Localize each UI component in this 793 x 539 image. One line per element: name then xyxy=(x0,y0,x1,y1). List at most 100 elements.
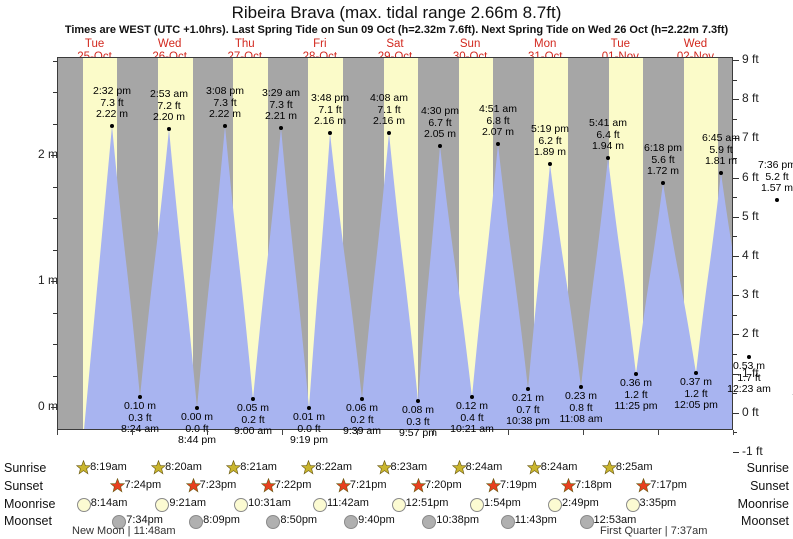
high-tide-time: 7:36 pm xyxy=(758,159,793,171)
sunrise-star-icon xyxy=(226,459,242,475)
sunset-star-icon xyxy=(410,477,427,493)
sunrise-time: 8:19am xyxy=(90,461,127,473)
y-tick-mark-right xyxy=(733,256,739,257)
low-tide-time: 11:08 am xyxy=(559,413,603,425)
y-tick-right: 9 ft xyxy=(742,52,759,66)
low-tide-time: 9:57 pm xyxy=(399,427,437,439)
moonset-time: 10:38pm xyxy=(436,514,480,526)
moonrise-time: 10:31am xyxy=(248,497,291,509)
y-minor-tick-left xyxy=(53,407,57,408)
low-tide-marker xyxy=(470,395,474,399)
low-tide-m: 0.12 m xyxy=(455,400,489,412)
high-tide-marker xyxy=(387,131,391,135)
high-tide-m: 1.94 m xyxy=(591,140,625,152)
sunrise-time: 8:22am xyxy=(315,461,353,473)
low-tide-m: 0.05 m xyxy=(236,402,270,414)
moonrise-icon xyxy=(470,498,485,512)
high-tide-label: 4:51 am 6.8 ft 2.07 m xyxy=(460,103,536,139)
low-tide-m: 0.00 m xyxy=(180,411,214,423)
row-label-sunrise: Sunrise xyxy=(4,461,47,475)
day-of-week: Sat xyxy=(386,38,404,50)
moonrise-icon xyxy=(312,498,327,512)
moonrise-time: 9:21am xyxy=(169,497,207,509)
low-tide-marker xyxy=(694,371,698,375)
y-minor-tick-right xyxy=(733,236,737,238)
y-tick-right: 5 ft xyxy=(742,208,759,223)
sunrise-star-icon xyxy=(150,459,167,475)
y-minor-tick-left xyxy=(53,60,57,62)
x-tick xyxy=(432,430,434,435)
high-tide-time: 6:45 am xyxy=(702,132,740,144)
low-tide-label: 0.01 m 0.0 ft 9:19 pm xyxy=(271,411,347,447)
y-tick-mark-right xyxy=(733,99,739,101)
y-tick-mark-right xyxy=(733,295,739,297)
sunset-star-icon xyxy=(260,477,276,493)
low-tide-time: 1:18 pm xyxy=(773,386,793,399)
high-tide-time: 6:18 pm xyxy=(644,142,682,154)
high-tide-time: 4:51 am xyxy=(479,103,517,115)
row-label-moonrise: Moonrise xyxy=(737,497,789,511)
moonrise-time: 12:51pm xyxy=(405,497,449,509)
low-tide-label: 0.23 m 0.8 ft 11:08 am xyxy=(543,390,619,426)
high-tide-time: 5:19 pm xyxy=(531,123,569,135)
low-tide-ft: 1.2 ft xyxy=(624,388,648,401)
low-tide-label: 0.12 m 0.4 ft 10:21 am xyxy=(434,400,510,436)
moonrise-icon xyxy=(548,498,563,512)
high-tide-label: 6:45 am 5.9 ft 1.81 m xyxy=(683,132,759,168)
low-tide-marker xyxy=(579,385,583,389)
low-tide-m: 0.08 m xyxy=(401,404,435,416)
high-tide-marker xyxy=(167,127,171,131)
y-minor-tick-left xyxy=(53,92,57,93)
y-tick-left: 2 m xyxy=(37,147,58,161)
moon-phase-time: 7:37am xyxy=(670,525,708,537)
moon-phase-name: New Moon xyxy=(72,525,125,537)
y-tick-left: 1 m xyxy=(37,273,58,287)
low-tide-ft: 0.2 ft xyxy=(350,413,374,426)
high-tide-marker xyxy=(328,131,332,135)
y-minor-tick-left xyxy=(53,218,57,219)
low-tide-ft: 1.6 ft xyxy=(773,376,793,388)
moonset-time: 12:53am xyxy=(593,514,637,526)
y-minor-tick-right xyxy=(733,354,737,355)
moonset-icon xyxy=(112,515,127,529)
high-tide-m: 1.72 m xyxy=(646,165,680,177)
high-tide-label: 2:32 pm 7.3 ft 2.22 m xyxy=(74,85,150,121)
high-tide-m: 2.05 m xyxy=(423,128,457,140)
y-tick-mark-right xyxy=(733,177,739,179)
low-tide-time: 8:44 pm xyxy=(178,434,216,446)
sunset-time: 7:23pm xyxy=(199,479,237,491)
low-tide-time: 9:19 pm xyxy=(290,434,328,446)
high-tide-label: 5:19 pm 6.2 ft 1.89 m xyxy=(512,123,588,159)
tide-curve xyxy=(84,126,733,430)
high-tide-marker xyxy=(548,162,552,166)
low-tide-label: 0.00 m 0.0 ft 8:44 pm xyxy=(159,411,235,447)
sunset-star-icon xyxy=(185,477,201,493)
y-tick-right: 1 ft xyxy=(742,365,759,380)
low-tide-ft: 0.4 ft xyxy=(460,411,484,424)
low-tide-ft: 0.7 ft xyxy=(516,403,540,416)
high-tide-time: 3:48 pm xyxy=(311,92,349,104)
high-tide-label: 3:08 pm 7.3 ft 2.22 m xyxy=(187,85,263,121)
sunrise-time: 8:25am xyxy=(615,461,653,473)
y-minor-tick-left xyxy=(53,123,57,125)
day-of-week: Wed xyxy=(157,38,182,50)
y-tick-right: -1 ft xyxy=(742,444,763,458)
moon-phase-caption: First Quarter | 7:37am xyxy=(600,525,707,537)
high-tide-m: 2.16 m xyxy=(372,115,406,127)
moonset-time: 7:34pm xyxy=(126,514,163,526)
high-tide-label: 6:18 pm 5.6 ft 1.72 m xyxy=(625,142,701,178)
high-tide-time: 3:29 am xyxy=(262,87,300,99)
high-tide-label: 2:53 am 7.2 ft 2.20 m xyxy=(131,88,207,124)
y-tick-right: 0 ft xyxy=(742,404,759,419)
sunset-time: 7:17pm xyxy=(650,479,687,491)
sunset-time: 7:18pm xyxy=(575,479,612,491)
y-minor-tick-right xyxy=(733,158,737,159)
moonset-time: 8:50pm xyxy=(280,514,318,526)
moon-phase-time: 11:48am xyxy=(133,525,176,537)
y-tick-mark-right xyxy=(733,216,739,218)
high-tide-ft: 7.1 ft xyxy=(377,103,401,116)
low-tide-label: 0.21 m 0.7 ft 10:38 pm xyxy=(490,392,566,428)
moonrise-time: 2:49pm xyxy=(562,497,599,509)
moonset-icon xyxy=(500,515,515,529)
high-tide-time: 3:08 pm xyxy=(206,85,244,97)
